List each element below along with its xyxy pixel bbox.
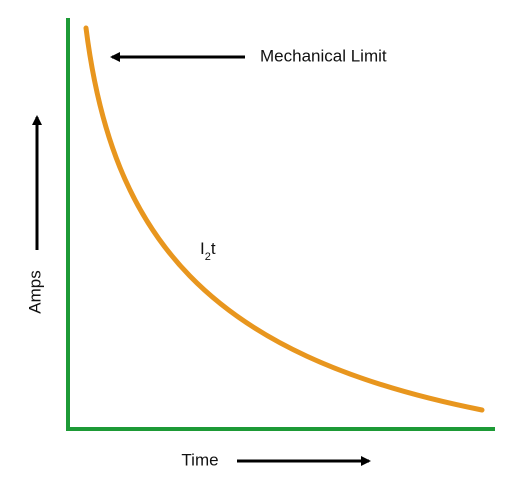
y-axis-label: Amps [25, 270, 44, 313]
i2t-curve [83, 25, 485, 413]
limit-label: Mechanical Limit [260, 46, 387, 65]
curve-label-sub: 2 [205, 251, 211, 263]
curve-label: I2t [200, 239, 216, 262]
curve-label-base: I [200, 239, 205, 258]
x-axis-label: Time [181, 450, 218, 469]
curve-label-tail: t [211, 239, 216, 258]
